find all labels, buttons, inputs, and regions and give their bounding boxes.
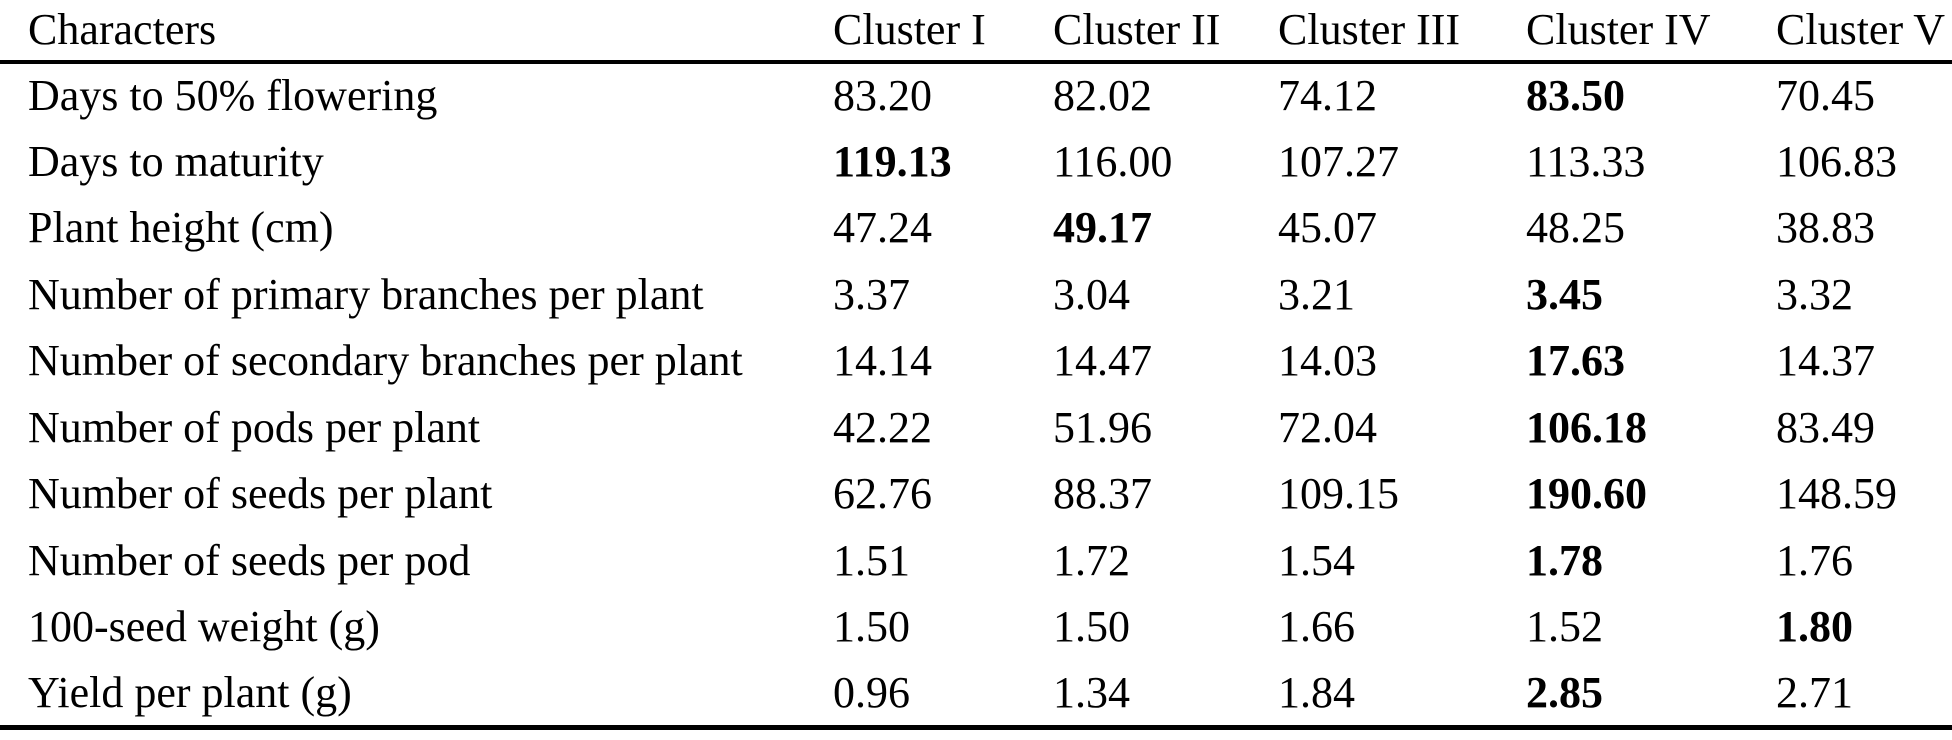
value-cell: 3.04 [1053, 269, 1130, 319]
row-label: Days to maturity [28, 136, 324, 186]
value-cell: 0.96 [833, 667, 910, 717]
value-cell: 1.66 [1278, 602, 1355, 652]
table-row: Number of secondary branches per plant 14… [0, 328, 1952, 395]
value-cell: 1.50 [1053, 602, 1130, 652]
row-label: Yield per plant (g) [28, 667, 352, 717]
value-cell: 14.37 [1776, 336, 1875, 386]
value-cell: 47.24 [833, 203, 932, 253]
column-header-characters: Characters [28, 5, 217, 54]
row-label: 100-seed weight (g) [28, 602, 380, 652]
table-row: Days to 50% flowering 83.20 82.02 74.12 83.5… [0, 62, 1952, 129]
column-header-cluster: Cluster I [833, 5, 986, 54]
value-cell: 109.15 [1278, 469, 1399, 519]
header-row: Characters Cluster I Cluster II Cluster III… [0, 0, 1952, 62]
value-cell: 45.07 [1278, 203, 1377, 253]
value-cell: 1.80 [1776, 602, 1853, 652]
value-cell: 38.83 [1776, 203, 1875, 253]
value-cell: 3.37 [833, 269, 910, 319]
value-cell: 3.32 [1776, 269, 1853, 319]
value-cell: 48.25 [1526, 203, 1625, 253]
value-cell: 1.76 [1776, 535, 1853, 585]
value-cell: 3.45 [1526, 269, 1603, 319]
value-cell: 88.37 [1053, 469, 1152, 519]
value-cell: 3.21 [1278, 269, 1355, 319]
row-label: Number of pods per plant [28, 402, 481, 452]
column-header-cluster: Cluster IV [1526, 5, 1711, 54]
value-cell: 2.85 [1526, 667, 1603, 717]
table-row: Number of primary branches per plant 3.37… [0, 262, 1952, 329]
value-cell: 116.00 [1053, 136, 1173, 186]
value-cell: 49.17 [1053, 203, 1152, 253]
row-label: Number of secondary branches per plant [28, 336, 743, 386]
value-cell: 106.83 [1776, 136, 1897, 186]
value-cell: 14.03 [1278, 336, 1377, 386]
row-label: Number of seeds per plant [28, 469, 493, 519]
row-label: Days to 50% flowering [28, 71, 438, 121]
table-row: 100-seed weight (g) 1.50 1.50 1.66 1.52 1.80 [0, 594, 1952, 661]
value-cell: 148.59 [1776, 469, 1897, 519]
value-cell: 107.27 [1278, 136, 1399, 186]
value-cell: 42.22 [833, 402, 932, 452]
value-cell: 14.14 [833, 336, 932, 386]
column-header-cluster: Cluster II [1053, 5, 1221, 54]
value-cell: 1.54 [1278, 535, 1355, 585]
value-cell: 1.72 [1053, 535, 1130, 585]
table-row: Plant height (cm) 47.24 49.17 45.07 48.25 38.… [0, 195, 1952, 262]
value-cell: 83.50 [1526, 71, 1625, 121]
value-cell: 119.13 [833, 136, 952, 186]
table-row: Number of pods per plant 42.22 51.96 72.04 1… [0, 395, 1952, 462]
row-label: Number of primary branches per plant [28, 269, 704, 319]
value-cell: 1.78 [1526, 535, 1603, 585]
value-cell: 14.47 [1053, 336, 1152, 386]
row-label: Number of seeds per pod [28, 535, 471, 585]
table-header: Characters Cluster I Cluster II Cluster III… [0, 0, 1952, 62]
table-body: Days to 50% flowering 83.20 82.02 74.12 83.5… [0, 62, 1952, 727]
column-header-cluster: Cluster III [1278, 5, 1461, 54]
value-cell: 1.52 [1526, 602, 1603, 652]
value-cell: 70.45 [1776, 71, 1875, 121]
value-cell: 2.71 [1776, 667, 1853, 717]
value-cell: 1.84 [1278, 667, 1355, 717]
value-cell: 190.60 [1526, 469, 1647, 519]
value-cell: 72.04 [1278, 402, 1377, 452]
value-cell: 113.33 [1526, 136, 1646, 186]
value-cell: 74.12 [1278, 71, 1377, 121]
column-header-cluster: Cluster V [1776, 5, 1946, 54]
value-cell: 62.76 [833, 469, 932, 519]
table-row: Days to maturity 119.13 116.00 107.27 113.33… [0, 129, 1952, 196]
value-cell: 1.51 [833, 535, 910, 585]
value-cell: 1.50 [833, 602, 910, 652]
value-cell: 51.96 [1053, 402, 1152, 452]
value-cell: 17.63 [1526, 336, 1625, 386]
table-row: Number of seeds per pod 1.51 1.72 1.54 1.78 1… [0, 528, 1952, 595]
value-cell: 82.02 [1053, 71, 1152, 121]
value-cell: 83.20 [833, 71, 932, 121]
value-cell: 106.18 [1526, 402, 1647, 452]
value-cell: 83.49 [1776, 402, 1875, 452]
row-label: Plant height (cm) [28, 203, 334, 253]
table-row: Number of seeds per plant 62.76 88.37 109.1… [0, 461, 1952, 528]
value-cell: 1.34 [1053, 667, 1130, 717]
table-row: Yield per plant (g) 0.96 1.34 1.84 2.85 2.71 [0, 661, 1952, 727]
